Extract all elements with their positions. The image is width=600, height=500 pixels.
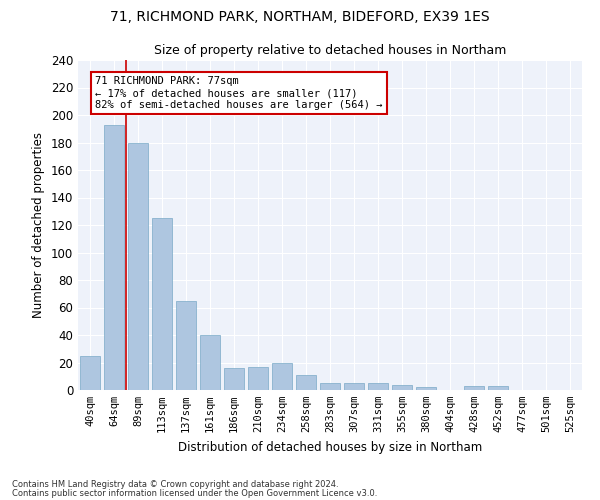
Bar [344, 383, 364, 390]
Bar [464, 386, 484, 390]
Bar [104, 124, 124, 390]
Bar [128, 142, 148, 390]
Bar [224, 368, 244, 390]
Text: 71, RICHMOND PARK, NORTHAM, BIDEFORD, EX39 1ES: 71, RICHMOND PARK, NORTHAM, BIDEFORD, EX… [110, 10, 490, 24]
Bar [272, 362, 292, 390]
Bar [80, 356, 100, 390]
Text: 71 RICHMOND PARK: 77sqm
← 17% of detached houses are smaller (117)
82% of semi-d: 71 RICHMOND PARK: 77sqm ← 17% of detache… [95, 76, 383, 110]
Bar [152, 218, 172, 390]
Bar [392, 384, 412, 390]
Y-axis label: Number of detached properties: Number of detached properties [32, 132, 45, 318]
Bar [248, 366, 268, 390]
Bar [176, 300, 196, 390]
Title: Size of property relative to detached houses in Northam: Size of property relative to detached ho… [154, 44, 506, 58]
Bar [488, 386, 508, 390]
Bar [416, 387, 436, 390]
Bar [200, 335, 220, 390]
Text: Contains public sector information licensed under the Open Government Licence v3: Contains public sector information licen… [12, 488, 377, 498]
Bar [320, 383, 340, 390]
X-axis label: Distribution of detached houses by size in Northam: Distribution of detached houses by size … [178, 440, 482, 454]
Bar [296, 375, 316, 390]
Text: Contains HM Land Registry data © Crown copyright and database right 2024.: Contains HM Land Registry data © Crown c… [12, 480, 338, 489]
Bar [368, 383, 388, 390]
